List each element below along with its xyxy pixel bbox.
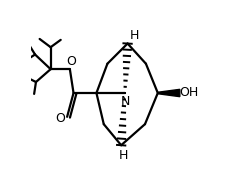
Polygon shape: [158, 89, 180, 97]
Text: N: N: [121, 95, 130, 108]
Text: O: O: [55, 112, 65, 125]
Text: O: O: [66, 55, 76, 68]
Text: H: H: [118, 149, 128, 162]
Text: OH: OH: [179, 86, 199, 99]
Text: H: H: [129, 29, 139, 42]
